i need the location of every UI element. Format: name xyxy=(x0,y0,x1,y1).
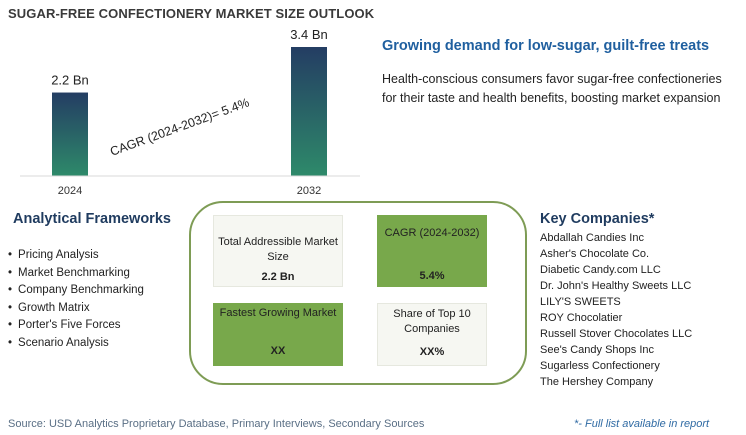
x-tick-label: 2024 xyxy=(58,185,82,197)
fastest-market-value: XX xyxy=(270,345,286,357)
bar-value-label: 3.4 Bn xyxy=(290,27,328,42)
cagr-label: CAGR (2024-2032) xyxy=(384,227,480,239)
description: Health-conscious consumers favor sugar-f… xyxy=(382,72,722,105)
company-item: Abdallah Candies Inc xyxy=(540,232,644,244)
company-item: Sugarless Confectionery xyxy=(540,360,660,372)
source-note: Source: USD Analytics Proprietary Databa… xyxy=(8,418,425,430)
headline: Growing demand for low-sugar, guilt-free… xyxy=(382,38,710,54)
cagr-annotation: CAGR (2024-2032)= 5.4% xyxy=(108,95,251,158)
bar-2024 xyxy=(52,92,88,176)
framework-item: Pricing Analysis xyxy=(8,247,144,265)
company-item: See's Candy Shops Inc xyxy=(540,344,655,356)
top10-share-card: Share of Top 10 Companies XX% xyxy=(377,303,487,366)
bar-value-label: 2.2 Bn xyxy=(51,73,89,88)
framework-item: Scenario Analysis xyxy=(8,335,144,353)
tam-value: 2.2 Bn xyxy=(261,271,295,283)
fastest-market-label: Fastest Growing Market xyxy=(219,307,337,319)
tam-card: Total Addressible Market Size 2.2 Bn xyxy=(213,215,343,287)
frameworks-title: Analytical Frameworks xyxy=(13,211,171,227)
companies-list: Abdallah Candies Inc Asher's Chocolate C… xyxy=(540,230,692,390)
bar-2032 xyxy=(291,47,327,176)
metrics-panel: Total Addressible Market Size 2.2 Bn CAG… xyxy=(189,201,527,385)
company-item: Asher's Chocolate Co. xyxy=(540,248,650,260)
company-item: Dr. John's Healthy Sweets LLC xyxy=(540,280,692,292)
top10-share-label: Share of Top 10 Companies xyxy=(393,308,471,335)
framework-item: Company Benchmarking xyxy=(8,282,144,300)
company-item: The Hershey Company xyxy=(540,376,654,388)
company-item: ROY Chocolatier xyxy=(540,312,623,324)
companies-title: Key Companies* xyxy=(540,211,655,227)
company-item: LILY'S SWEETS xyxy=(540,296,621,308)
market-size-chart: 2.2 Bn 2024 3.4 Bn 2032 CAGR (2024-2032)= 5… xyxy=(20,27,360,197)
x-tick-label: 2032 xyxy=(297,185,321,197)
top10-share-value: XX% xyxy=(419,346,445,358)
framework-item: Porter's Five Forces xyxy=(8,317,144,335)
cagr-card: CAGR (2024-2032) 5.4% xyxy=(377,215,487,287)
tam-label: Total Addressible Market Size xyxy=(218,236,338,263)
cagr-value: 5.4% xyxy=(419,270,445,282)
frameworks-list: Pricing Analysis Market Benchmarking Com… xyxy=(8,247,144,352)
framework-item: Growth Matrix xyxy=(8,300,144,318)
full-list-footnote: *- Full list available in report xyxy=(574,418,710,430)
fastest-market-card: Fastest Growing Market XX xyxy=(213,303,343,366)
framework-item: Market Benchmarking xyxy=(8,265,144,283)
company-item: Russell Stover Chocolates LLC xyxy=(540,328,693,340)
company-item: Diabetic Candy.com LLC xyxy=(540,264,661,276)
page-title: SUGAR-FREE CONFECTIONERY MARKET SIZE OUT… xyxy=(8,6,375,21)
